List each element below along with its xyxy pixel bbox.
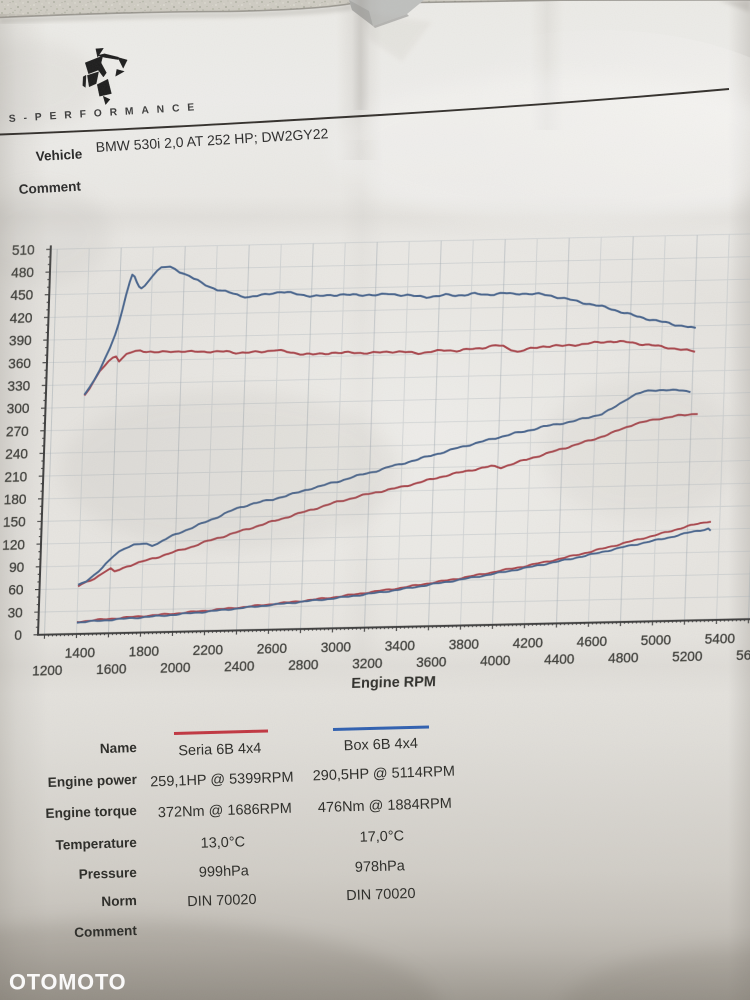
svg-text:450: 450 — [10, 288, 34, 304]
svg-text:Name: Name — [100, 740, 138, 756]
svg-text:Vehicle: Vehicle — [35, 146, 83, 164]
svg-text:4600: 4600 — [577, 634, 608, 650]
svg-text:OTOMOTO: OTOMOTO — [9, 970, 126, 995]
svg-text:Engine torque: Engine torque — [45, 803, 137, 821]
svg-text:Norm: Norm — [101, 893, 137, 909]
svg-text:3800: 3800 — [449, 637, 480, 653]
svg-text:Engine power: Engine power — [48, 772, 138, 790]
svg-text:180: 180 — [4, 492, 28, 508]
svg-text:2600: 2600 — [257, 641, 288, 657]
svg-text:0: 0 — [14, 628, 22, 643]
svg-text:13,0°C: 13,0°C — [200, 834, 245, 851]
svg-text:1600: 1600 — [96, 661, 127, 677]
svg-text:210: 210 — [4, 469, 28, 485]
svg-text:150: 150 — [3, 514, 27, 530]
svg-text:390: 390 — [9, 333, 33, 349]
svg-text:Comment: Comment — [74, 923, 138, 940]
svg-text:5000: 5000 — [641, 632, 672, 648]
svg-text:372Nm @ 1686RPM: 372Nm @ 1686RPM — [158, 801, 292, 821]
svg-text:476Nm @ 1884RPM: 476Nm @ 1884RPM — [318, 796, 452, 816]
svg-text:330: 330 — [7, 378, 31, 394]
svg-text:4400: 4400 — [544, 651, 575, 667]
svg-text:3200: 3200 — [352, 656, 383, 672]
svg-text:60: 60 — [8, 583, 24, 598]
svg-text:30: 30 — [7, 605, 23, 620]
svg-text:5400: 5400 — [705, 631, 736, 647]
svg-text:999hPa: 999hPa — [199, 863, 250, 881]
svg-text:1800: 1800 — [129, 644, 160, 660]
svg-text:2000: 2000 — [160, 660, 191, 676]
svg-text:120: 120 — [2, 537, 26, 553]
svg-text:4200: 4200 — [513, 635, 544, 651]
svg-text:90: 90 — [9, 560, 25, 575]
svg-text:5200: 5200 — [672, 649, 703, 665]
svg-text:420: 420 — [10, 310, 34, 326]
svg-text:259,1HP @ 5399RPM: 259,1HP @ 5399RPM — [150, 770, 294, 791]
svg-text:240: 240 — [5, 446, 29, 462]
svg-text:270: 270 — [6, 424, 30, 440]
svg-text:2800: 2800 — [288, 657, 319, 673]
svg-text:Engine RPM: Engine RPM — [351, 674, 436, 692]
svg-text:1400: 1400 — [65, 645, 96, 661]
svg-text:Temperature: Temperature — [55, 835, 137, 853]
svg-text:DIN 70020: DIN 70020 — [346, 886, 416, 904]
svg-text:3000: 3000 — [321, 639, 352, 655]
svg-text:4000: 4000 — [480, 653, 511, 669]
svg-text:DIN 70020: DIN 70020 — [187, 892, 257, 910]
svg-text:300: 300 — [7, 401, 31, 417]
svg-text:5600: 5600 — [736, 647, 750, 663]
svg-text:1200: 1200 — [32, 663, 63, 679]
svg-text:290,5HP @ 5114RPM: 290,5HP @ 5114RPM — [312, 764, 455, 785]
svg-text:3400: 3400 — [385, 638, 416, 654]
svg-text:360: 360 — [8, 356, 32, 372]
svg-text:17,0°C: 17,0°C — [359, 828, 404, 845]
svg-text:Box 6B 4x4: Box 6B 4x4 — [344, 736, 419, 754]
svg-text:4800: 4800 — [608, 650, 639, 666]
svg-text:3600: 3600 — [416, 654, 447, 670]
svg-text:Seria 6B 4x4: Seria 6B 4x4 — [178, 741, 262, 760]
svg-text:2400: 2400 — [224, 658, 255, 674]
svg-text:2200: 2200 — [193, 642, 224, 658]
svg-text:978hPa: 978hPa — [355, 858, 406, 876]
svg-text:Pressure: Pressure — [78, 865, 137, 882]
